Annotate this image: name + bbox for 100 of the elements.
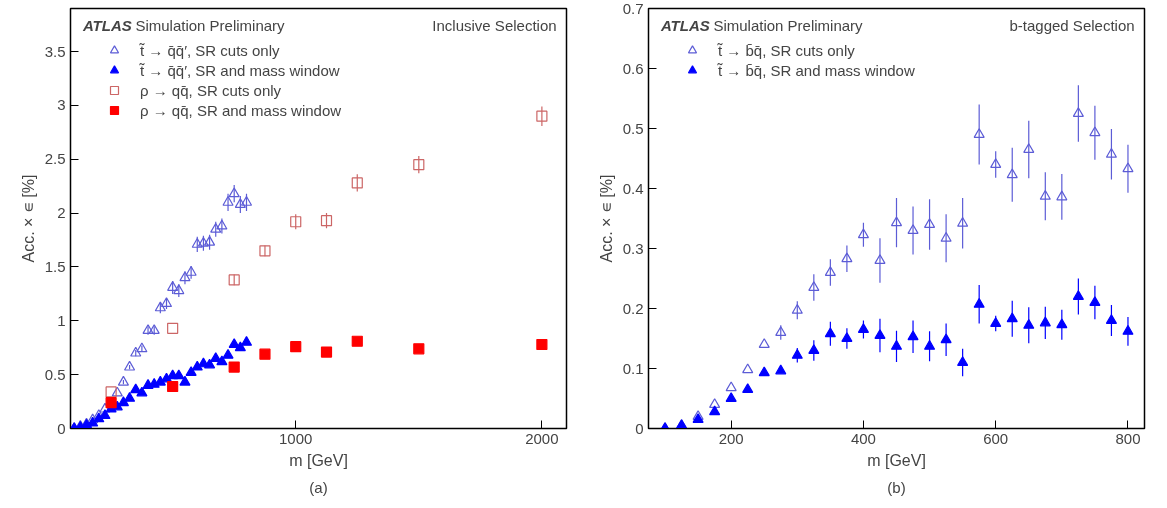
point	[185, 366, 197, 376]
point	[1122, 324, 1134, 335]
point	[775, 364, 787, 375]
point	[259, 348, 271, 360]
point	[203, 235, 216, 246]
point	[197, 236, 210, 247]
point	[320, 215, 333, 227]
point	[890, 339, 903, 350]
point	[709, 398, 721, 408]
point	[758, 366, 770, 377]
point	[290, 341, 302, 353]
point	[1089, 126, 1101, 137]
point	[957, 356, 969, 366]
annotation: Inclusive Selection	[432, 16, 557, 34]
point	[130, 346, 142, 357]
point	[890, 216, 903, 227]
point	[973, 297, 985, 308]
point	[203, 358, 216, 369]
point	[775, 326, 787, 336]
legend-label: ρ → qq̄, SR and mass window	[140, 101, 342, 119]
point	[413, 159, 425, 171]
text: (a)	[309, 478, 328, 496]
point	[228, 274, 240, 286]
y-tick-label: 2.5	[44, 150, 66, 168]
point	[173, 369, 185, 380]
legend-label: t̃ → q̄q̄′, SR cuts only	[140, 41, 280, 59]
point	[907, 330, 919, 341]
point	[824, 327, 836, 338]
x-axis-title: m [GeV]	[289, 451, 348, 469]
point	[857, 228, 870, 239]
point	[990, 317, 1002, 327]
y-tick-label: 0.1	[622, 359, 644, 377]
point	[222, 195, 234, 206]
point	[791, 348, 803, 359]
point	[259, 245, 271, 257]
annotation: ATLAS Simulation Preliminary	[81, 16, 286, 34]
legend-label: t̃ → b̄q̄, SR and mass window	[718, 61, 915, 79]
point	[167, 281, 179, 291]
point	[1072, 290, 1084, 300]
y-axis-title: Acc. × ∊ [%]	[597, 174, 615, 263]
point	[228, 187, 240, 198]
point	[142, 324, 154, 334]
point	[290, 216, 302, 228]
point	[990, 158, 1002, 168]
point	[1105, 314, 1118, 324]
point	[216, 355, 228, 366]
point	[808, 281, 820, 291]
point	[725, 381, 737, 392]
point	[973, 128, 985, 138]
point	[320, 346, 333, 358]
point	[536, 338, 548, 351]
point	[179, 375, 191, 386]
point	[191, 237, 203, 248]
point	[536, 110, 548, 122]
point	[105, 386, 117, 398]
point	[185, 265, 197, 276]
point	[167, 380, 179, 393]
point	[123, 360, 136, 371]
point	[742, 383, 754, 393]
point	[1122, 162, 1134, 173]
point	[228, 361, 240, 373]
point	[111, 386, 123, 397]
y-tick-label: 3	[57, 96, 66, 114]
point	[117, 375, 130, 386]
y-axis-title: Acc. × ∊ [%]	[19, 174, 37, 263]
point	[923, 339, 936, 350]
point	[173, 284, 185, 295]
y-tick-label: 0.6	[622, 59, 644, 77]
y-tick-label: 3.5	[44, 42, 66, 60]
point	[240, 195, 253, 206]
point	[351, 177, 363, 189]
y-tick-label: 0	[635, 419, 644, 437]
y-tick-label: 0.7	[622, 0, 644, 17]
point	[1105, 147, 1118, 158]
point	[160, 297, 173, 308]
annotation: ATLAS Simulation Preliminary	[659, 16, 864, 34]
point	[210, 222, 222, 233]
point	[907, 224, 919, 234]
x-axis-title: m [GeV]	[867, 451, 926, 469]
point	[808, 344, 820, 354]
point	[791, 303, 803, 314]
point	[1006, 312, 1018, 323]
x-tick-label: 1000	[279, 429, 313, 447]
point	[191, 360, 203, 371]
point	[841, 252, 853, 263]
point	[1023, 143, 1035, 153]
point	[874, 254, 886, 264]
point	[1089, 296, 1101, 306]
y-tick-label: 2	[57, 204, 66, 222]
point	[234, 341, 246, 352]
point	[216, 219, 228, 230]
point	[824, 266, 836, 276]
point	[154, 301, 166, 312]
point	[167, 322, 179, 334]
point	[940, 231, 952, 242]
point	[148, 324, 160, 334]
point	[1072, 107, 1084, 117]
x-tick-label: 200	[718, 429, 744, 447]
point	[136, 342, 148, 353]
point	[222, 348, 234, 359]
